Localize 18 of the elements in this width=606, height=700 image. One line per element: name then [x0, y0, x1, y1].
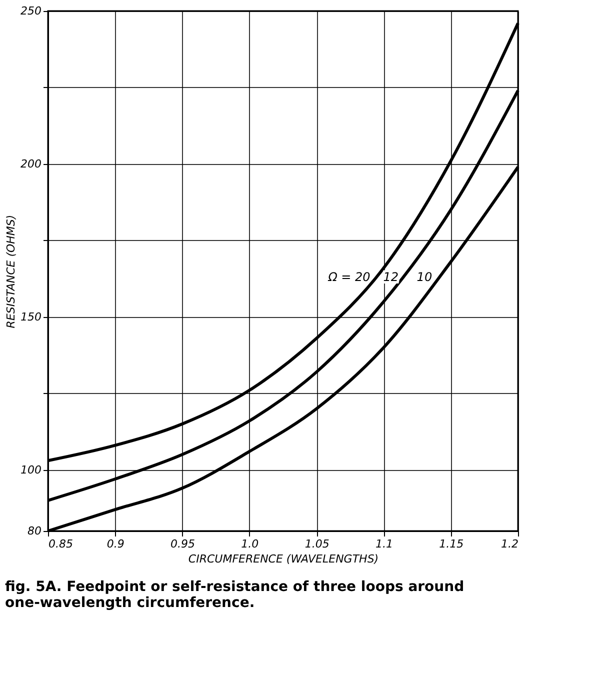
annotation: 10	[416, 270, 432, 284]
caption: fig. 5A. Feedpoint or self-resistance of three loops around one-wavelength circumference.	[5, 579, 464, 611]
y-tick-label: 250	[20, 4, 42, 18]
y-tick-label: 80	[28, 524, 42, 538]
y-tick-label: 150	[20, 310, 42, 324]
annotation: Ω = 20	[327, 270, 371, 284]
x-tick-label: 0.85	[48, 538, 73, 550]
x-tick-label: 0.9	[106, 538, 124, 550]
x-tick-label: 0.95	[170, 538, 196, 550]
y-tick-label: 100	[20, 463, 42, 476]
x-tick-label: 1.15	[439, 538, 464, 550]
x-tick-label: 1.05	[304, 538, 330, 550]
x-axis-title: CIRCUMFERENCE (WAVELENGTHS)	[188, 552, 379, 566]
x-tick-label: 1.1	[375, 538, 393, 550]
x-tick-label: 1.0	[241, 538, 259, 550]
y-tick-label: 200	[20, 157, 42, 170]
x-tick-label: 1.2	[501, 538, 518, 550]
y-axis-title: RESISTANCE (OHMS)	[4, 214, 18, 328]
